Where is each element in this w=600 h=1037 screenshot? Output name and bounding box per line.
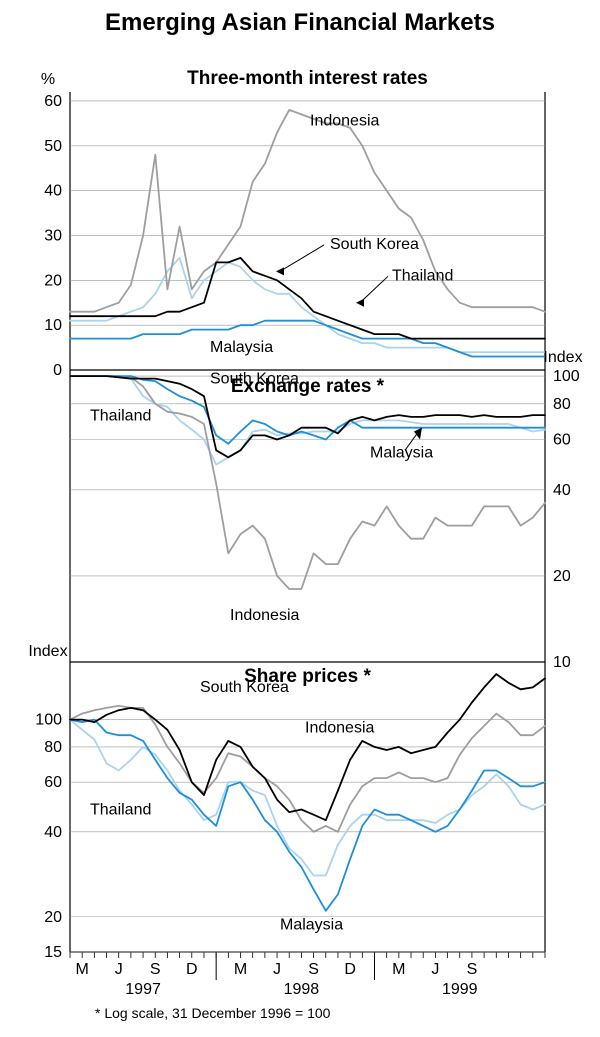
y-tick-label: 0 xyxy=(53,362,62,379)
label-southkorea-p1: South Korea xyxy=(330,236,419,253)
y-tick-label: 20 xyxy=(44,272,62,289)
y-tick-label: 40 xyxy=(44,183,62,200)
label-thailand-p3: Thailand xyxy=(90,802,151,819)
x-tick-label: J xyxy=(273,961,281,978)
y-tick-label: 60 xyxy=(44,93,62,110)
y-tick-label: 10 xyxy=(44,317,62,334)
y-tick-label: 10 xyxy=(553,654,571,671)
y-tick-label: 20 xyxy=(553,568,571,585)
label-malaysia-p2: Malaysia xyxy=(370,444,433,461)
y-tick-label: 100 xyxy=(553,368,580,385)
y-tick-label: 20 xyxy=(44,909,62,926)
y-tick-label: 60 xyxy=(44,774,62,791)
x-tick-label: J xyxy=(115,961,123,978)
main-title: Emerging Asian Financial Markets xyxy=(105,9,495,36)
x-tick-label: D xyxy=(344,961,356,978)
x-tick-label: M xyxy=(234,961,247,978)
label-southkorea-p2: South Korea xyxy=(210,371,299,388)
x-year-label: 1999 xyxy=(442,981,478,998)
x-year-label: 1997 xyxy=(125,981,161,998)
y-tick-label: 40 xyxy=(44,824,62,841)
x-tick-label: D xyxy=(186,961,198,978)
y-unit-panel3: Index xyxy=(28,643,67,660)
x-tick-label: M xyxy=(76,961,89,978)
y-tick-label: 60 xyxy=(553,431,571,448)
y-unit-panel2: Index xyxy=(543,349,582,366)
label-thailand-p1: Thailand xyxy=(392,267,453,284)
label-indonesia-p2: Indonesia xyxy=(230,607,299,624)
x-tick-label: S xyxy=(467,961,478,978)
y-tick-label: 40 xyxy=(553,482,571,499)
x-tick-label: S xyxy=(150,961,161,978)
label-indonesia-p1: Indonesia xyxy=(310,112,379,129)
y-tick-label: 100 xyxy=(35,712,62,729)
label-southkorea-p3: South Korea xyxy=(200,679,289,696)
x-tick-label: M xyxy=(392,961,405,978)
x-year-label: 1998 xyxy=(284,981,320,998)
y-tick-label: 30 xyxy=(44,227,62,244)
label-malaysia-p3: Malaysia xyxy=(280,917,343,934)
y-tick-label: 50 xyxy=(44,138,62,155)
label-malaysia-p1: Malaysia xyxy=(210,339,273,356)
x-tick-label: S xyxy=(308,961,319,978)
y-unit-panel1: % xyxy=(41,71,55,88)
y-tick-label: 80 xyxy=(553,396,571,413)
y-tick-label: 15 xyxy=(44,944,62,961)
chart-container: { "title": "Emerging Asian Financial Mar… xyxy=(0,0,600,1037)
footnote: * Log scale, 31 December 1996 = 100 xyxy=(95,1005,331,1021)
y-tick-label: 80 xyxy=(44,739,62,756)
chart-svg: Emerging Asian Financial Markets M J S D M J S D… xyxy=(0,0,600,1037)
label-indonesia-p3: Indonesia xyxy=(305,719,374,736)
x-tick-label: J xyxy=(431,961,439,978)
label-thailand-p2: Thailand xyxy=(90,407,151,424)
panel1-title: Three-month interest rates xyxy=(187,68,428,89)
